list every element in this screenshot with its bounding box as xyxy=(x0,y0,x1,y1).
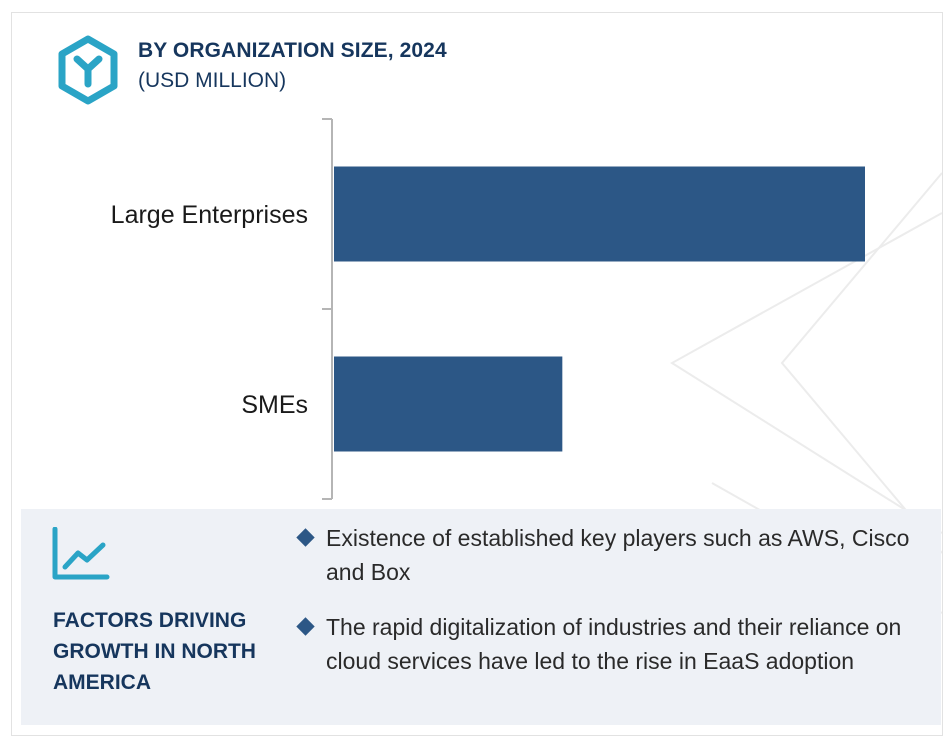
bar-smes xyxy=(334,356,563,452)
category-label: SMEs xyxy=(241,391,308,419)
factors-panel: FACTORS DRIVING GROWTH IN NORTH AMERICA … xyxy=(21,509,941,725)
factor-bullet: The rapid digitalization of industries a… xyxy=(296,610,919,678)
category-label: Large Enterprises xyxy=(111,201,308,229)
factor-text: The rapid digitalization of industries a… xyxy=(326,614,902,674)
bar-chart: Large Enterprises SMEs xyxy=(111,118,865,500)
chart-title: BY ORGANIZATION SIZE, 2024 xyxy=(138,39,447,62)
bar-large-enterprises xyxy=(334,166,865,262)
factor-bullet: Existence of established key players suc… xyxy=(296,521,919,589)
factor-text: Existence of established key players suc… xyxy=(326,525,910,585)
line-chart-growth-icon xyxy=(52,527,110,580)
infographic-card: BY ORGANIZATION SIZE, 2024 (USD MILLION)… xyxy=(11,12,943,736)
factors-title: FACTORS DRIVING GROWTH IN NORTH AMERICA xyxy=(53,609,256,694)
chart-subtitle: (USD MILLION) xyxy=(138,69,287,92)
hexagon-y-icon xyxy=(58,35,118,105)
